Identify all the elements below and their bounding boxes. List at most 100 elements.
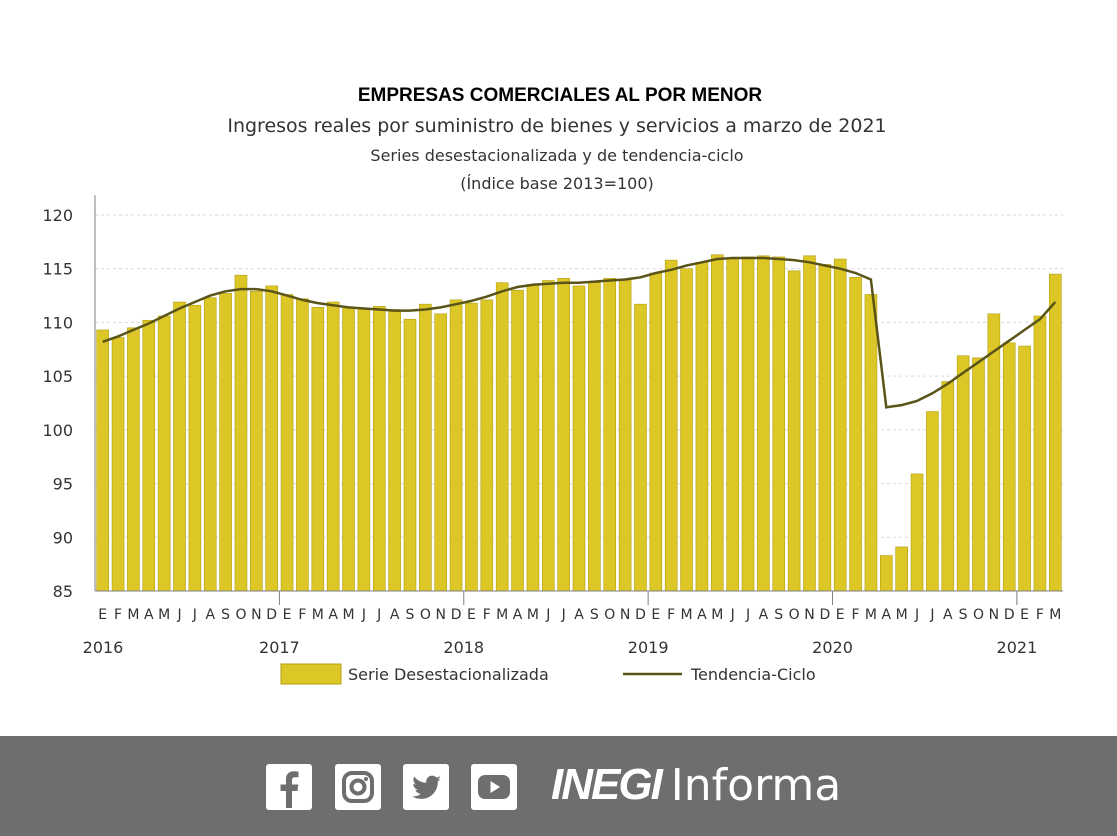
month-tick-label: S bbox=[774, 607, 783, 623]
bar bbox=[311, 307, 325, 592]
month-tick-label: S bbox=[959, 607, 968, 623]
bar bbox=[526, 284, 540, 592]
bar bbox=[96, 329, 109, 592]
month-tick-label: S bbox=[221, 607, 230, 623]
x-axis-year-labels: 2016 2017 2018 2019 2020 2021 bbox=[83, 591, 1038, 657]
bar bbox=[895, 546, 908, 592]
youtube-icon[interactable] bbox=[471, 764, 517, 810]
month-tick-label: S bbox=[406, 607, 415, 623]
bar bbox=[234, 274, 248, 592]
legend: Serie Desestacionalizada Tendencia-Ciclo bbox=[280, 663, 816, 685]
bar-series bbox=[96, 254, 1062, 592]
bar bbox=[280, 294, 294, 592]
bar bbox=[357, 308, 371, 592]
month-tick-label: M bbox=[496, 607, 508, 623]
month-tick-label: J bbox=[376, 607, 381, 623]
month-tick-label: M bbox=[681, 607, 693, 623]
month-tick-label: J bbox=[176, 607, 181, 623]
bar bbox=[142, 319, 156, 592]
bar bbox=[250, 290, 263, 592]
bar bbox=[803, 255, 816, 592]
month-tick-label: A bbox=[697, 607, 707, 623]
month-tick-label: J bbox=[545, 607, 550, 623]
month-tick-label: J bbox=[745, 607, 750, 623]
bar bbox=[588, 282, 601, 592]
bar bbox=[219, 293, 232, 592]
chart-subtitle: Ingresos reales por suministro de bienes… bbox=[227, 115, 886, 137]
bar bbox=[465, 302, 478, 592]
bar bbox=[541, 280, 555, 592]
month-tick-label: D bbox=[635, 607, 646, 623]
month-tick-label: J bbox=[914, 607, 919, 623]
bar bbox=[572, 285, 586, 592]
y-tick-label: 100 bbox=[42, 421, 73, 440]
bar bbox=[434, 313, 448, 592]
bar bbox=[880, 555, 893, 592]
bar bbox=[910, 473, 924, 592]
bar bbox=[680, 268, 693, 592]
footer-bar: INEGI Informa bbox=[0, 736, 1117, 836]
bar bbox=[664, 259, 678, 592]
brand-informa: Informa bbox=[670, 759, 842, 811]
legend-bar-label: Serie Desestacionalizada bbox=[348, 665, 549, 684]
bar bbox=[419, 303, 432, 592]
month-tick-label: E bbox=[836, 607, 845, 623]
month-tick-label: J bbox=[561, 607, 566, 623]
bar bbox=[296, 298, 309, 592]
y-tick-label: 90 bbox=[53, 528, 73, 547]
bar bbox=[495, 282, 509, 592]
month-tick-label: J bbox=[929, 607, 934, 623]
bar bbox=[726, 258, 739, 592]
bar bbox=[403, 318, 417, 592]
month-tick-label: O bbox=[604, 607, 615, 623]
bar bbox=[342, 307, 355, 592]
y-tick-label: 85 bbox=[53, 582, 73, 601]
bar bbox=[787, 270, 801, 592]
bar bbox=[741, 256, 755, 592]
month-tick-label: A bbox=[882, 607, 892, 623]
legend-bar-swatch bbox=[280, 663, 342, 685]
brand-inegi: INEGI bbox=[551, 760, 663, 809]
chart: EMPRESAS COMERCIALES AL POR MENOR Ingres… bbox=[42, 85, 1063, 685]
month-tick-label: A bbox=[328, 607, 338, 623]
month-tick-label: A bbox=[574, 607, 584, 623]
y-tick-label: 115 bbox=[42, 260, 73, 279]
chart-title: EMPRESAS COMERCIALES AL POR MENOR bbox=[358, 85, 763, 106]
bar bbox=[157, 315, 171, 592]
bar bbox=[203, 297, 217, 592]
month-tick-label: D bbox=[266, 607, 277, 623]
month-tick-label: O bbox=[789, 607, 800, 623]
month-tick-label: M bbox=[1049, 607, 1061, 623]
instagram-icon[interactable] bbox=[335, 764, 381, 810]
bar bbox=[127, 327, 140, 592]
month-tick-label: E bbox=[1020, 607, 1029, 623]
twitter-icon[interactable] bbox=[403, 764, 449, 810]
bar bbox=[511, 289, 524, 592]
facebook-icon[interactable] bbox=[266, 764, 312, 810]
month-tick-label: M bbox=[527, 607, 539, 623]
month-tick-label: N bbox=[251, 607, 261, 623]
month-tick-label: O bbox=[235, 607, 246, 623]
bar bbox=[388, 309, 401, 592]
month-tick-label: A bbox=[144, 607, 154, 623]
month-tick-label: M bbox=[865, 607, 877, 623]
bar bbox=[372, 306, 386, 592]
bar bbox=[449, 299, 463, 592]
month-tick-label: N bbox=[620, 607, 630, 623]
year-label: 2017 bbox=[259, 638, 300, 657]
year-label: 2021 bbox=[997, 638, 1038, 657]
month-tick-label: M bbox=[711, 607, 723, 623]
month-tick-label: J bbox=[361, 607, 366, 623]
bar bbox=[265, 285, 278, 592]
month-tick-label: A bbox=[759, 607, 769, 623]
month-tick-label: O bbox=[973, 607, 984, 623]
month-tick-label: F bbox=[114, 607, 122, 623]
year-label: 2019 bbox=[628, 638, 669, 657]
bar bbox=[710, 254, 724, 592]
month-tick-label: E bbox=[467, 607, 476, 623]
month-tick-label: M bbox=[342, 607, 354, 623]
bar bbox=[864, 294, 878, 592]
y-tick-label: 105 bbox=[42, 367, 73, 386]
month-tick-label: F bbox=[852, 607, 860, 623]
month-tick-label: J bbox=[192, 607, 197, 623]
